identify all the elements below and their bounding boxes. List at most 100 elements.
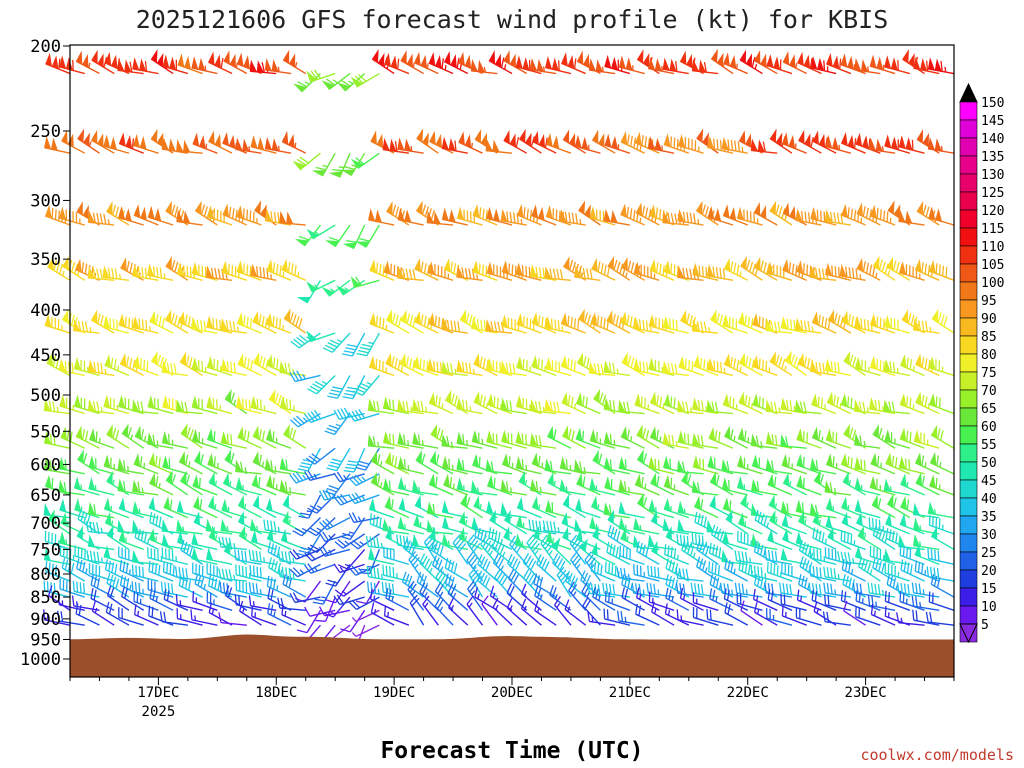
wind-barb [73,356,100,377]
wind-barb [870,452,896,475]
wind-barb [370,450,395,475]
wind-barb [536,554,557,582]
wind-barb [118,394,144,415]
wind-barb [194,450,218,475]
wind-barb [795,531,822,551]
wind-barb [647,534,675,551]
wind-barb [163,496,189,519]
x-tick-label: 21DEC [609,685,651,701]
wind-barb [662,518,689,535]
wind-barb [415,449,439,475]
y-tick-label: 500 [30,386,61,406]
wind-barb [429,526,454,551]
wind-barb [884,590,911,611]
wind-barb [531,312,557,334]
wind-barb [471,429,498,449]
wind-barb [692,397,719,415]
wind-barb [796,589,822,611]
wind-barb [251,473,277,496]
wind-barb [515,55,542,75]
wind-barb [706,264,734,282]
wind-barb [544,316,572,334]
x-tick-label: 22DEC [727,685,769,701]
wind-barb [206,547,233,566]
colorbar-swatch [959,425,978,445]
wind-barb [191,532,218,551]
wind-barb [397,207,424,226]
wind-barb [635,587,660,611]
colorbar-swatch [959,173,978,193]
wind-barb [192,132,218,154]
wind-barb [649,258,675,281]
wind-barb [840,53,866,75]
y-tick-label: 650 [30,486,61,506]
wind-barb [315,596,336,622]
wind-barb [411,398,439,415]
wind-barb [91,600,115,626]
wind-barb [899,354,925,377]
wind-barb [384,451,410,475]
wind-barb [121,423,145,449]
wind-barb [675,567,704,582]
wind-barb [44,474,71,496]
wind-barb [663,260,690,281]
wind-barb [236,260,262,281]
wind-barb [368,547,395,566]
wind-barb [416,128,439,154]
colorbar-swatch [959,317,978,337]
wind-barb [898,455,925,475]
wind-barb [811,393,837,415]
wind-barb [575,498,601,519]
colorbar-swatch [959,389,978,409]
wind-barb [752,355,778,377]
wind-barb [767,528,793,551]
wind-barb [250,395,277,415]
wind-barb [351,624,380,638]
y-tick-label: 1000 [20,650,61,670]
wind-barb [279,360,306,377]
wind-barb [118,607,144,626]
wind-barb [925,611,955,626]
wind-barb [902,49,925,75]
wind-barb [252,494,277,519]
wind-barb [723,425,749,449]
wind-barb [691,318,719,334]
wind-barb [208,130,233,154]
wind-barb [564,599,587,626]
wind-barb [677,430,704,449]
wind-barb [692,592,719,611]
wind-barb [486,474,513,496]
wind-barb [693,354,719,377]
wind-barb [207,51,233,75]
wind-barb [520,598,542,626]
colorbar-label: 115 [981,222,1004,237]
wind-barb [930,573,955,598]
wind-barb [515,394,542,415]
wind-barb [88,562,115,582]
wind-barb [348,409,380,422]
wind-barb [281,258,307,281]
wind-barb [825,514,852,535]
wind-barb [447,583,469,611]
wind-barb [191,317,218,334]
wind-barb [485,318,513,334]
wind-barb [590,312,616,334]
wind-barb [521,583,542,611]
wind-barb [178,451,203,475]
wind-barb [87,359,115,377]
wind-barb [681,539,704,565]
wind-barb [134,527,159,551]
wind-barb [857,525,881,551]
wind-barb [371,49,395,75]
colorbar-label: 120 [981,204,1004,219]
wind-barb [289,370,321,383]
wind-barb [547,471,572,496]
wind-barb [780,593,807,611]
wind-barb [545,529,572,551]
wind-barb [385,587,410,611]
colorbar-swatch [959,353,978,373]
wind-barb [518,128,542,154]
wind-barb [854,432,881,449]
wind-barb [534,600,557,626]
wind-barb [618,501,645,519]
